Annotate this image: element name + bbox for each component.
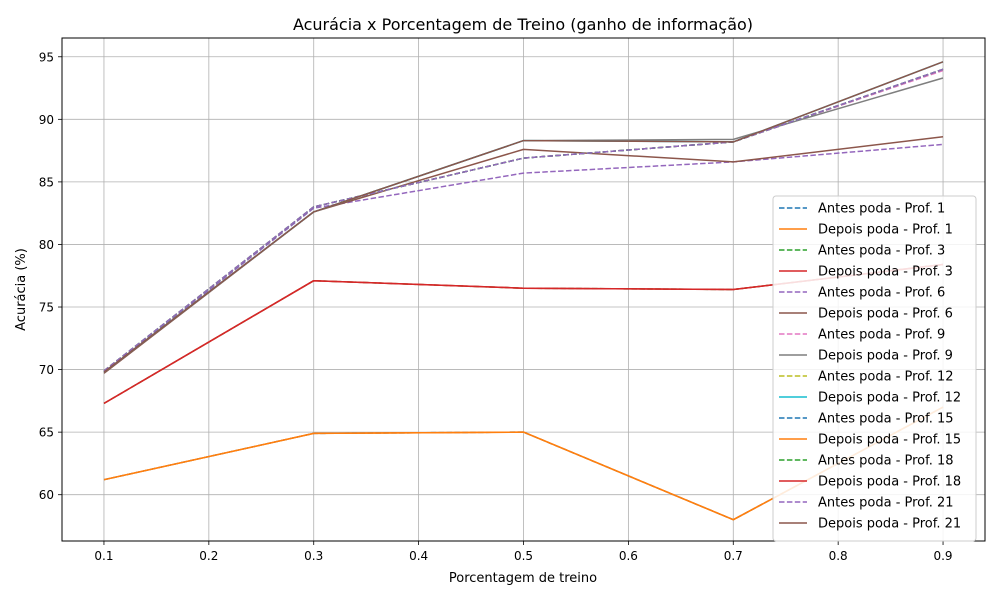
legend-label: Antes poda - Prof. 12 [818, 370, 954, 385]
series-line-antes-poda-prof-21 [103, 68, 944, 372]
y-tick-label: 95 [39, 50, 54, 64]
legend-label: Depois poda - Prof. 6 [818, 307, 953, 322]
x-tick-label: 0.9 [933, 549, 952, 563]
y-tick-label: 60 [39, 488, 54, 502]
legend-label: Depois poda - Prof. 18 [818, 475, 961, 490]
legend-label: Antes poda - Prof. 18 [818, 454, 954, 469]
legend-label: Depois poda - Prof. 12 [818, 391, 961, 406]
x-tick-label: 0.6 [619, 549, 638, 563]
legend-label: Depois poda - Prof. 15 [818, 433, 961, 448]
y-tick-label: 85 [39, 175, 54, 189]
series-line-antes-poda-prof-6 [103, 143, 944, 373]
y-tick-label: 65 [39, 426, 54, 440]
x-tick-label: 0.5 [514, 549, 533, 563]
legend-label: Antes poda - Prof. 21 [818, 496, 954, 511]
legend-label: Depois poda - Prof. 3 [818, 265, 953, 280]
legend-box [772, 195, 977, 542]
chart-title: Acurácia x Porcentagem de Treino (ganho … [293, 15, 753, 34]
x-tick-label: 0.7 [724, 549, 743, 563]
legend-label: Antes poda - Prof. 9 [818, 328, 945, 343]
legend-label: Antes poda - Prof. 6 [818, 286, 945, 301]
legend-label: Antes poda - Prof. 15 [818, 412, 954, 427]
y-tick-label: 90 [39, 113, 54, 127]
series-line-depois-poda-prof-21 [103, 61, 944, 373]
legend-label: Depois poda - Prof. 21 [818, 517, 961, 532]
legend: Antes poda - Prof. 1 Depois poda - Prof. … [772, 195, 977, 542]
legend-label: Antes poda - Prof. 3 [818, 244, 945, 259]
x-tick-label: 0.4 [409, 549, 428, 563]
x-tick-label: 0.2 [199, 549, 218, 563]
x-tick-label: 0.3 [304, 549, 323, 563]
legend-label: Antes poda - Prof. 1 [818, 202, 945, 217]
y-tick-label: 75 [39, 301, 54, 315]
x-tick-label: 0.8 [829, 549, 848, 563]
x-axis-label: Porcentagem de treino [449, 571, 597, 586]
axis-ticks: 0.1 0.2 0.3 0.4 0.5 0.6 0.7 0.8 0.9 60 65 70 75 80 85 9… [39, 50, 953, 563]
legend-label: Depois poda - Prof. 1 [818, 223, 953, 238]
legend-label: Depois poda - Prof. 9 [818, 349, 953, 364]
y-tick-label: 70 [39, 363, 54, 377]
y-tick-label: 80 [39, 238, 54, 252]
y-axis-label: Acurácia (%) [14, 248, 29, 331]
x-tick-label: 0.1 [94, 549, 113, 563]
